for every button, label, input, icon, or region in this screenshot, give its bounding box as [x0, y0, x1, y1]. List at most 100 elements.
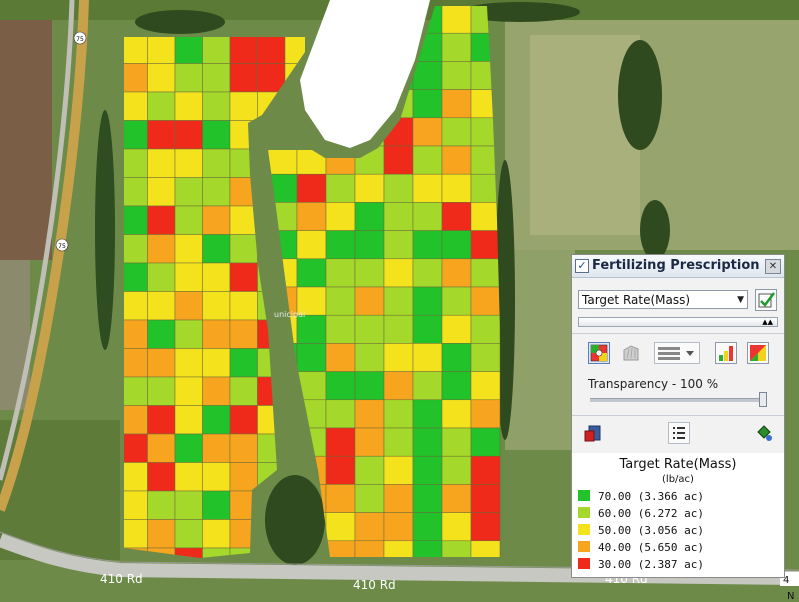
- grid-cell: [229, 37, 258, 64]
- color-ramp-icon: [750, 345, 766, 361]
- grid-cell: [412, 230, 443, 260]
- histogram-button[interactable]: [715, 342, 737, 364]
- export-button[interactable]: [582, 422, 604, 444]
- grid-map-icon: [590, 344, 608, 362]
- grid-cell: [354, 371, 385, 401]
- grid-cell: [124, 234, 148, 264]
- surface-button[interactable]: [620, 342, 642, 364]
- grid-cell: [229, 376, 258, 406]
- grid-cell: [296, 286, 327, 316]
- grid-cell: [354, 258, 385, 288]
- grid-cell: [174, 148, 203, 178]
- grid-cell: [202, 433, 231, 463]
- excluded-area: [300, 0, 430, 148]
- grid-cell: [202, 177, 231, 207]
- legend-list-button[interactable]: [668, 422, 690, 444]
- north-label: N: [787, 591, 794, 602]
- grid-cell: [268, 145, 298, 175]
- svg-text:75: 75: [76, 36, 84, 43]
- visibility-checkbox[interactable]: ✓: [575, 259, 589, 273]
- grid-cell: [441, 258, 472, 288]
- fertilizing-prescription-panel[interactable]: ✓ Fertilizing Prescription (l ✕ Target R…: [571, 254, 785, 578]
- attribute-select[interactable]: Target Rate(Mass) ▼: [578, 290, 748, 309]
- layout-dropdown-button[interactable]: [654, 342, 700, 364]
- grid-cell: [124, 120, 148, 150]
- legend-item: 30.00 (2.387 ac): [578, 558, 704, 572]
- grid-cell: [412, 455, 443, 485]
- grid-cell: [124, 319, 148, 349]
- grid-cell: [202, 37, 231, 64]
- grid-cell: [325, 427, 356, 457]
- grid-cell: [174, 37, 203, 64]
- map-label-municipal: unicipal: [274, 310, 305, 319]
- legend-swatch: [578, 558, 590, 569]
- grid-cell: [325, 314, 356, 344]
- attribute-select-value: Target Rate(Mass): [582, 293, 691, 307]
- grid-cell: [147, 91, 176, 121]
- grid-cell: [296, 202, 327, 231]
- grid-cell: [412, 145, 443, 175]
- grid-cell: [124, 462, 148, 492]
- grid-cell: [383, 230, 414, 260]
- grid-cell: [325, 202, 356, 231]
- road-label-410-a: 410 Rd: [100, 572, 143, 586]
- grid-cell: [325, 230, 356, 260]
- grid-cell: [412, 484, 443, 513]
- grid-cell: [202, 319, 231, 349]
- grid-cell: [202, 376, 231, 406]
- grid-cell: [383, 286, 414, 316]
- shield-75-top: 75: [73, 31, 87, 45]
- collapse-bar[interactable]: ▲▲: [578, 317, 778, 327]
- divider: [572, 333, 784, 334]
- grid-cell: [470, 230, 501, 260]
- grid-cell: [174, 205, 203, 235]
- grid-cell: [229, 91, 258, 121]
- grid-cell: [147, 205, 176, 235]
- grid-cell: [229, 205, 258, 235]
- grid-cell: [354, 484, 385, 513]
- grid-cell: [441, 343, 472, 372]
- grid-cell: [229, 405, 258, 435]
- grid-cell: [383, 258, 414, 288]
- grid-cell: [441, 484, 472, 513]
- grid-cell: [470, 455, 501, 485]
- checklist-icon: [758, 292, 775, 308]
- grid-cell: [354, 343, 385, 372]
- shield-75-bottom: 75: [55, 238, 69, 252]
- apply-checklist-button[interactable]: [755, 289, 777, 311]
- legend-swatch: [578, 541, 590, 552]
- grid-cell: [124, 490, 148, 520]
- grid-cell: [441, 371, 472, 401]
- grid-cell: [229, 433, 258, 463]
- grid-cell: [257, 37, 286, 64]
- grid-cell: [174, 63, 203, 93]
- grid-cell: [147, 37, 176, 64]
- legend-item: 40.00 (5.650 ac): [578, 541, 704, 555]
- grid-cell: [229, 319, 258, 349]
- grid-cell: [354, 230, 385, 260]
- legend-swatch: [578, 524, 590, 535]
- grid-cell: [354, 202, 385, 231]
- grid-cell: [412, 202, 443, 231]
- close-button[interactable]: ✕: [765, 259, 781, 274]
- grid-cell: [147, 319, 176, 349]
- grid-color-button[interactable]: [588, 342, 610, 364]
- list-layout-icon: [658, 347, 694, 360]
- grid-cell: [325, 286, 356, 316]
- grid-cell: [174, 433, 203, 463]
- surface-icon: [623, 345, 639, 361]
- panel-titlebar[interactable]: ✓ Fertilizing Prescription (l ✕: [572, 255, 784, 278]
- grid-cell: [229, 291, 258, 321]
- grid-cell: [354, 286, 385, 316]
- transparency-slider-thumb[interactable]: [759, 392, 767, 407]
- grid-cell: [124, 262, 148, 292]
- grid-cell: [229, 348, 258, 378]
- legend-swatch: [578, 490, 590, 501]
- legend-item: 70.00 (3.366 ac): [578, 490, 704, 504]
- transparency-slider-track[interactable]: [590, 398, 765, 402]
- grid-cell: [124, 405, 148, 435]
- grid-cell: [470, 343, 501, 372]
- fill-settings-button[interactable]: [753, 422, 775, 444]
- color-ramp-button[interactable]: [747, 342, 769, 364]
